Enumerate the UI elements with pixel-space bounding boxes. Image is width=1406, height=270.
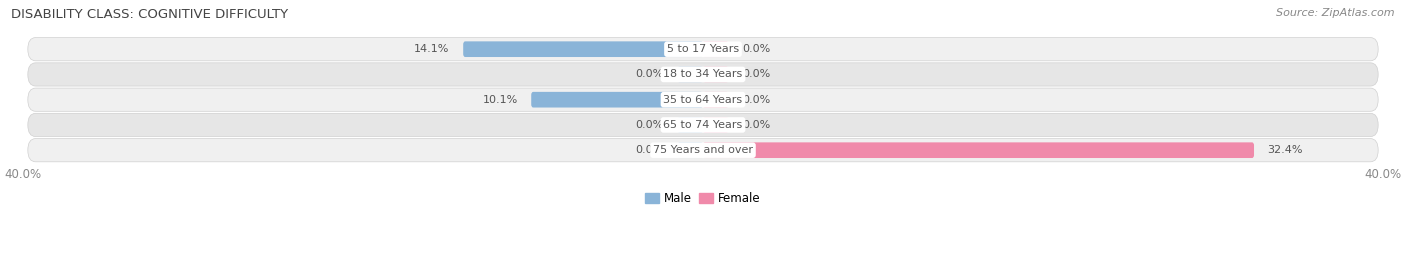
FancyBboxPatch shape [703,117,728,133]
FancyBboxPatch shape [28,88,1378,111]
Legend: Male, Female: Male, Female [641,187,765,210]
Text: 14.1%: 14.1% [415,44,450,54]
FancyBboxPatch shape [678,142,703,158]
Text: 0.0%: 0.0% [636,69,664,79]
Text: 65 to 74 Years: 65 to 74 Years [664,120,742,130]
FancyBboxPatch shape [28,113,1378,137]
Text: 5 to 17 Years: 5 to 17 Years [666,44,740,54]
Text: Source: ZipAtlas.com: Source: ZipAtlas.com [1277,8,1395,18]
Text: 0.0%: 0.0% [742,95,770,105]
Text: 35 to 64 Years: 35 to 64 Years [664,95,742,105]
Text: 0.0%: 0.0% [636,120,664,130]
Text: 32.4%: 32.4% [1268,145,1303,155]
FancyBboxPatch shape [28,139,1378,162]
FancyBboxPatch shape [703,41,728,57]
FancyBboxPatch shape [678,117,703,133]
Text: 0.0%: 0.0% [742,44,770,54]
FancyBboxPatch shape [28,38,1378,61]
Text: 10.1%: 10.1% [482,95,517,105]
Text: 0.0%: 0.0% [742,69,770,79]
FancyBboxPatch shape [678,67,703,82]
FancyBboxPatch shape [703,67,728,82]
FancyBboxPatch shape [28,63,1378,86]
FancyBboxPatch shape [703,142,1254,158]
Text: 0.0%: 0.0% [742,120,770,130]
Text: DISABILITY CLASS: COGNITIVE DIFFICULTY: DISABILITY CLASS: COGNITIVE DIFFICULTY [11,8,288,21]
FancyBboxPatch shape [703,92,728,107]
Text: 75 Years and over: 75 Years and over [652,145,754,155]
FancyBboxPatch shape [463,41,703,57]
Text: 18 to 34 Years: 18 to 34 Years [664,69,742,79]
Text: 0.0%: 0.0% [636,145,664,155]
FancyBboxPatch shape [531,92,703,107]
